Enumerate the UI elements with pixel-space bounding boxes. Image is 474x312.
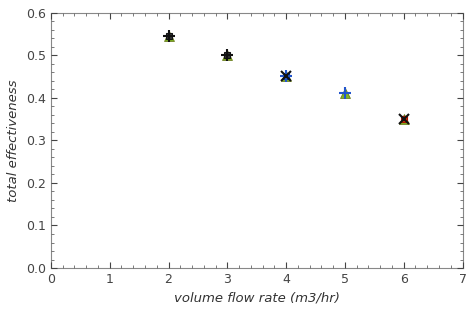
Y-axis label: total effectiveness: total effectiveness [8,79,20,202]
X-axis label: volume flow rate (m3/hr): volume flow rate (m3/hr) [174,291,340,305]
